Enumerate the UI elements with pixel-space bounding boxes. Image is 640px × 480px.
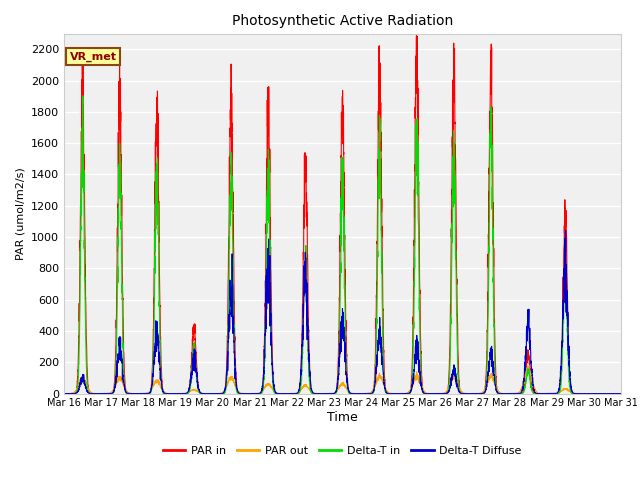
PAR in: [467, 391, 475, 396]
Line: Delta-T Diffuse: Delta-T Diffuse: [64, 230, 621, 394]
PAR out: [524, 363, 532, 369]
Delta-T in: [60, 391, 68, 396]
Delta-T in: [322, 391, 330, 396]
PAR in: [160, 390, 168, 396]
PAR in: [413, 33, 420, 38]
PAR out: [616, 391, 624, 396]
Delta-T in: [79, 93, 86, 99]
Delta-T in: [499, 391, 507, 396]
PAR in: [436, 391, 444, 396]
Delta-T in: [161, 391, 168, 396]
PAR out: [322, 391, 330, 396]
Text: VR_met: VR_met: [70, 51, 116, 62]
Delta-T Diffuse: [467, 391, 475, 396]
Delta-T Diffuse: [562, 228, 570, 233]
PAR out: [617, 391, 625, 396]
Line: Delta-T in: Delta-T in: [64, 96, 621, 394]
PAR in: [322, 391, 330, 396]
PAR in: [616, 391, 624, 396]
Delta-T in: [467, 391, 475, 396]
Line: PAR out: PAR out: [64, 366, 621, 394]
Delta-T Diffuse: [60, 391, 68, 396]
Delta-T Diffuse: [322, 391, 330, 396]
X-axis label: Time: Time: [327, 411, 358, 424]
Delta-T in: [617, 391, 625, 396]
Delta-T in: [436, 391, 444, 396]
PAR in: [499, 391, 507, 396]
Delta-T Diffuse: [436, 391, 444, 396]
PAR in: [60, 391, 68, 396]
Delta-T Diffuse: [499, 391, 506, 396]
Title: Photosynthetic Active Radiation: Photosynthetic Active Radiation: [232, 14, 453, 28]
Delta-T Diffuse: [617, 391, 625, 396]
PAR in: [617, 391, 625, 396]
Line: PAR in: PAR in: [64, 36, 621, 394]
Delta-T Diffuse: [160, 390, 168, 396]
PAR out: [60, 391, 68, 396]
Y-axis label: PAR (umol/m2/s): PAR (umol/m2/s): [15, 167, 26, 260]
PAR out: [499, 391, 506, 396]
PAR out: [160, 389, 168, 395]
Legend: PAR in, PAR out, Delta-T in, Delta-T Diffuse: PAR in, PAR out, Delta-T in, Delta-T Dif…: [159, 441, 526, 460]
Delta-T in: [616, 391, 624, 396]
Delta-T Diffuse: [616, 391, 624, 396]
PAR out: [467, 391, 475, 396]
PAR out: [436, 391, 444, 396]
